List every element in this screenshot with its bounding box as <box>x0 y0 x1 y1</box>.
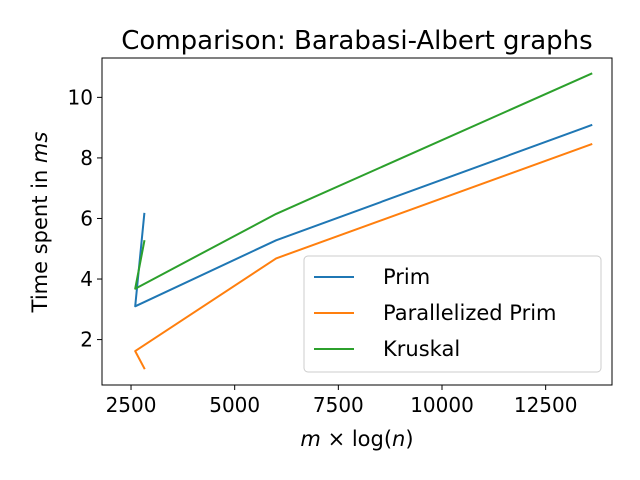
y-axis-label-unit: ms <box>28 132 52 163</box>
x-axis-label-var-m: m <box>300 427 320 451</box>
y-tick-label: 6 <box>80 206 93 230</box>
axes-layer: 2500 5000 7500 10000 12500 2 4 6 8 10 <box>68 57 613 417</box>
y-tick-label: 10 <box>68 85 93 109</box>
legend-label-1: Parallelized Prim <box>383 301 557 325</box>
axes-frame <box>101 57 613 386</box>
x-axis-label-log: × log( <box>321 427 392 451</box>
legend-label-2: Kruskal <box>383 337 460 361</box>
series-layer <box>134 72 593 370</box>
chart-title: Comparison: Barabasi-Albert graphs <box>121 26 592 56</box>
x-axis-label: m × log(n) <box>300 427 413 451</box>
legend: Prim Parallelized Prim Kruskal <box>303 255 602 373</box>
x-tick-label: 2500 <box>106 393 157 417</box>
y-tick-label: 4 <box>80 267 93 291</box>
x-axis-label-var-n: n <box>392 427 405 451</box>
legend-box <box>303 255 602 373</box>
x-axis-label-close: ) <box>405 427 413 451</box>
series-line-1 <box>134 143 593 370</box>
y-tick-label: 8 <box>80 146 93 170</box>
y-axis-label: Time spent in ms <box>28 132 52 314</box>
x-tick-label: 5000 <box>209 393 260 417</box>
series-line-2 <box>134 72 593 290</box>
x-tick-label: 12500 <box>514 393 578 417</box>
legend-label-0: Prim <box>383 265 430 289</box>
x-tick-label: 7500 <box>313 393 364 417</box>
x-tick-label: 10000 <box>410 393 474 417</box>
y-axis-label-prefix: Time spent in <box>28 163 52 313</box>
y-tick-label: 2 <box>80 328 93 352</box>
